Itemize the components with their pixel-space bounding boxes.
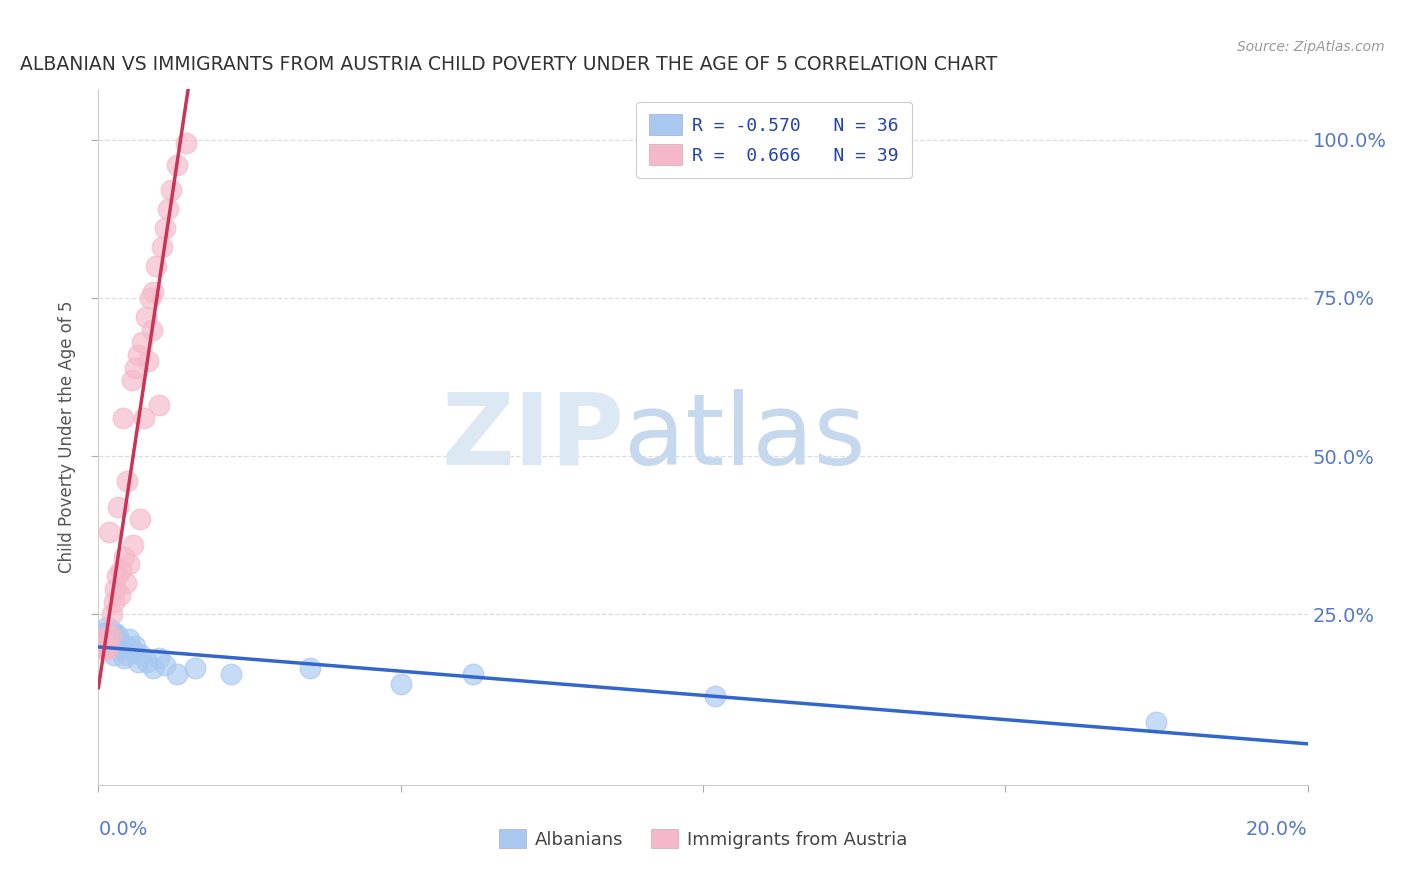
Point	[150, 240, 173, 254]
Point	[121, 642, 143, 657]
Point	[221, 667, 243, 681]
Point	[112, 651, 135, 665]
Point	[111, 411, 134, 425]
Point	[141, 322, 163, 336]
Point	[118, 632, 141, 647]
Point	[98, 635, 121, 649]
Point	[96, 629, 118, 643]
Point	[148, 651, 170, 665]
Point	[132, 411, 155, 425]
Point	[139, 291, 162, 305]
Point	[128, 512, 150, 526]
Point	[94, 639, 117, 653]
Point	[112, 550, 135, 565]
Point	[96, 620, 118, 634]
Point	[463, 667, 485, 681]
Point	[156, 202, 179, 217]
Text: ZIP: ZIP	[441, 389, 624, 485]
Point	[103, 594, 125, 608]
Point	[184, 661, 207, 675]
Point	[124, 639, 146, 653]
Point	[114, 639, 136, 653]
Point	[96, 632, 118, 647]
Point	[142, 285, 165, 299]
Point	[124, 360, 146, 375]
Point	[108, 639, 131, 653]
Point	[108, 588, 131, 602]
Point	[122, 538, 145, 552]
Point	[100, 639, 122, 653]
Point	[148, 399, 170, 413]
Point	[107, 500, 129, 514]
Point	[100, 623, 122, 637]
Point	[103, 648, 125, 663]
Point	[127, 655, 149, 669]
Point	[166, 667, 188, 681]
Point	[107, 629, 129, 643]
Point	[131, 335, 153, 350]
Point	[94, 642, 117, 657]
Point	[129, 648, 152, 663]
Point	[704, 690, 727, 704]
Point	[91, 632, 114, 647]
Point	[105, 569, 128, 583]
Point	[142, 661, 165, 675]
Point	[96, 642, 118, 657]
Text: 0.0%: 0.0%	[98, 820, 148, 838]
Point	[117, 475, 139, 489]
Point	[153, 657, 176, 672]
Point	[105, 642, 128, 657]
Point	[114, 575, 136, 590]
Point	[104, 626, 127, 640]
Point	[91, 626, 114, 640]
Point	[100, 607, 122, 622]
Point	[135, 310, 157, 324]
Point	[389, 677, 412, 691]
Point	[93, 642, 115, 657]
Point	[299, 661, 322, 675]
Text: Source: ZipAtlas.com: Source: ZipAtlas.com	[1237, 40, 1385, 54]
Point	[136, 354, 159, 368]
Y-axis label: Child Poverty Under the Age of 5: Child Poverty Under the Age of 5	[58, 301, 76, 574]
Point	[153, 221, 176, 235]
Point	[104, 582, 127, 596]
Text: ALBANIAN VS IMMIGRANTS FROM AUSTRIA CHILD POVERTY UNDER THE AGE OF 5 CORRELATION: ALBANIAN VS IMMIGRANTS FROM AUSTRIA CHIL…	[20, 54, 997, 74]
Point	[98, 524, 121, 539]
Point	[145, 260, 167, 274]
Legend: Albanians, Immigrants from Austria: Albanians, Immigrants from Austria	[492, 822, 914, 856]
Point	[174, 136, 197, 150]
Point	[166, 158, 188, 172]
Point	[160, 183, 183, 197]
Text: atlas: atlas	[624, 389, 866, 485]
Point	[110, 563, 132, 577]
Point	[93, 629, 115, 643]
Point	[100, 629, 122, 643]
Point	[110, 635, 132, 649]
Point	[111, 642, 134, 657]
Point	[121, 373, 143, 387]
Point	[127, 348, 149, 362]
Point	[117, 648, 139, 663]
Text: 20.0%: 20.0%	[1246, 820, 1308, 838]
Point	[105, 632, 128, 647]
Point	[135, 655, 157, 669]
Point	[1144, 714, 1167, 729]
Point	[118, 557, 141, 571]
